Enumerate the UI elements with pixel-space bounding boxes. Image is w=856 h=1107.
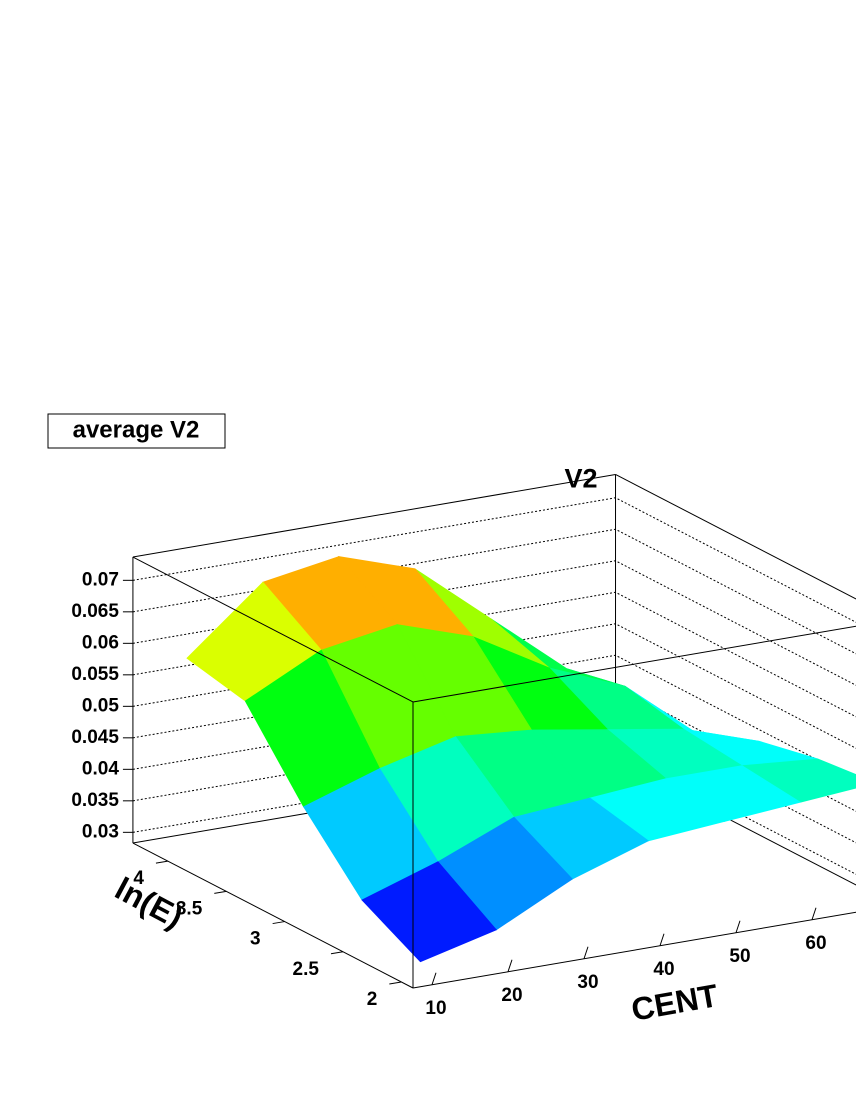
x-tick-label: 50 (729, 946, 750, 967)
box-edge (132, 473, 616, 558)
x-tick-label: 30 (577, 972, 598, 993)
z-tick-label: 0.05 (82, 695, 119, 716)
box-edge (132, 842, 414, 989)
grid-line (132, 623, 856, 749)
grid-line (132, 654, 856, 781)
z-tick-label: 0.06 (82, 632, 119, 653)
z-tick-label: 0.07 (82, 569, 119, 590)
z-tick-label: 0.045 (71, 727, 119, 748)
y-tick-label: 2.5 (293, 959, 320, 980)
z-tick-label: 0.035 (71, 790, 119, 811)
box-edge (615, 474, 856, 600)
y-tick (214, 890, 227, 894)
x-tick-label: 10 (425, 998, 446, 1019)
grid-line (132, 591, 856, 718)
y-tick (155, 860, 169, 864)
x-tick (583, 946, 589, 959)
y-tick-label: 3.5 (176, 898, 203, 919)
x-tick (811, 907, 817, 920)
y-tick-label: 3 (250, 929, 261, 950)
z-tick-label: 0.03 (82, 821, 119, 842)
grid-line (132, 560, 856, 686)
x-tick (735, 920, 741, 933)
box-edge (412, 911, 856, 989)
z-axis-title: V2 (564, 464, 597, 494)
z-tick-label: 0.065 (71, 601, 119, 622)
chart-title: average V2 (73, 416, 200, 443)
y-tick-label: 2 (367, 989, 378, 1010)
y-tick-label: 4 (133, 868, 144, 889)
title-box (47, 413, 226, 449)
x-tick-label: 40 (653, 959, 674, 980)
surface-cell (361, 861, 497, 963)
z-tick-label: 0.04 (82, 758, 119, 779)
grid-line (132, 497, 856, 623)
y-tick (330, 951, 344, 955)
grid-line (132, 528, 856, 655)
y-tick (272, 921, 285, 925)
z-tick-label: 0.055 (71, 664, 119, 685)
x-tick (659, 933, 665, 946)
x-tick-label: 60 (805, 933, 826, 954)
x-tick-label: 20 (501, 985, 522, 1006)
box-edge (412, 625, 856, 703)
y-tick (389, 981, 402, 985)
x-tick (507, 959, 513, 972)
box-edge (132, 556, 414, 703)
x-tick (431, 972, 437, 985)
